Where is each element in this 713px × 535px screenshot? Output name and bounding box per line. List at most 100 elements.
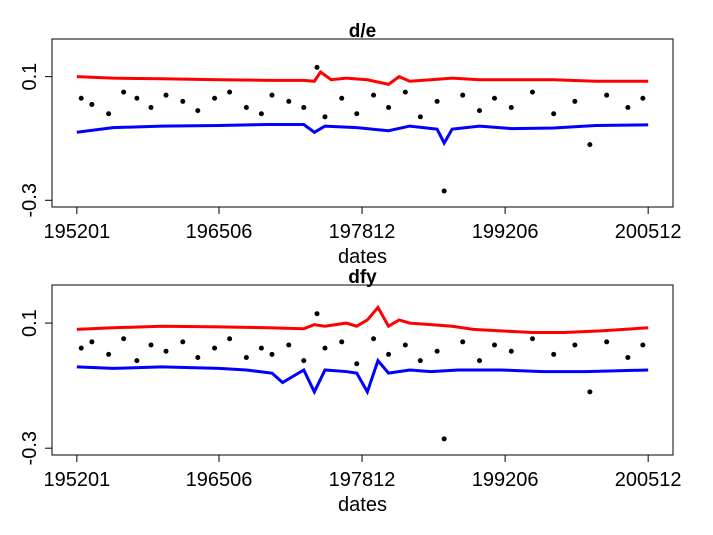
data-point — [314, 64, 320, 70]
data-point — [354, 361, 360, 367]
data-point — [269, 351, 275, 357]
y-tick-label: -0.3 — [19, 431, 41, 465]
data-point — [354, 111, 360, 117]
data-point — [163, 92, 169, 98]
data-point — [508, 348, 514, 354]
data-point — [134, 95, 140, 101]
data-point — [121, 336, 127, 342]
data-point — [587, 389, 593, 395]
series-layer — [76, 64, 649, 194]
data-point — [460, 339, 466, 345]
data-point — [106, 351, 112, 357]
y-tick-label: -0.3 — [19, 183, 41, 217]
data-point — [386, 351, 392, 357]
data-point — [604, 339, 610, 345]
data-point — [134, 358, 140, 364]
chart-title: dfy — [348, 267, 377, 288]
data-point — [301, 105, 307, 111]
data-point — [269, 92, 275, 98]
data-point — [212, 95, 218, 101]
data-point — [258, 111, 264, 117]
x-tick-label: 196506 — [186, 469, 253, 491]
data-point — [286, 342, 292, 348]
x-tick-label: 200512 — [615, 221, 682, 243]
data-point — [243, 105, 249, 111]
data-point — [148, 105, 154, 111]
data-point — [180, 98, 186, 104]
series-layer — [76, 304, 649, 442]
data-point — [572, 98, 578, 104]
data-point — [195, 354, 201, 360]
data-point — [460, 92, 466, 98]
x-tick-label: 199206 — [472, 469, 539, 491]
data-point — [604, 92, 610, 98]
x-axis-label: dates — [338, 246, 387, 268]
panel-dfy: dfy 195201 196506 197812 199206 200512 -0.3 0.… — [19, 267, 682, 516]
data-point — [339, 95, 345, 101]
plot-frame — [51, 284, 674, 456]
data-point — [301, 358, 307, 364]
data-point — [163, 348, 169, 354]
y-tick-label: 0.1 — [19, 309, 41, 337]
data-point — [477, 358, 483, 364]
data-point — [106, 111, 112, 117]
lower-bound-line — [76, 357, 649, 396]
upper-bound-line — [76, 304, 649, 334]
data-point — [89, 339, 95, 345]
data-point — [434, 348, 440, 354]
data-point — [78, 345, 84, 351]
chart-title: d/e — [349, 21, 376, 42]
x-tick-label: 195201 — [43, 221, 110, 243]
y-tick-label: 0.1 — [19, 63, 41, 91]
data-point — [180, 339, 186, 345]
data-point — [339, 339, 345, 345]
data-point — [78, 95, 84, 101]
data-point — [258, 345, 264, 351]
lower-bound-line — [76, 123, 649, 147]
data-point — [508, 105, 514, 111]
data-point — [625, 354, 631, 360]
data-point — [529, 89, 535, 95]
data-point — [148, 342, 154, 348]
data-point — [227, 89, 233, 95]
data-point — [417, 358, 423, 364]
data-point — [640, 95, 646, 101]
x-tick-label: 197812 — [329, 221, 396, 243]
data-point — [441, 436, 447, 442]
x-tick-label: 196506 — [186, 221, 253, 243]
data-point — [322, 345, 328, 351]
x-tick-label: 200512 — [615, 469, 682, 491]
data-point — [492, 342, 498, 348]
data-point — [386, 105, 392, 111]
data-point — [121, 89, 127, 95]
data-point — [587, 142, 593, 148]
x-tick-label: 199206 — [472, 221, 539, 243]
data-point — [477, 108, 483, 114]
data-point — [195, 108, 201, 114]
data-point — [89, 101, 95, 107]
data-point — [322, 114, 328, 120]
data-point — [402, 89, 408, 95]
axis-layer: 195201 196506 197812 199206 200512 -0.3 0.1 — [19, 63, 682, 243]
data-point — [625, 105, 631, 111]
data-point — [371, 336, 377, 342]
data-point — [371, 92, 377, 98]
x-tick-label: 197812 — [329, 469, 396, 491]
data-point — [640, 342, 646, 348]
data-point — [286, 98, 292, 104]
upper-bound-line — [76, 69, 649, 86]
data-point — [572, 342, 578, 348]
data-point — [551, 111, 557, 117]
data-point — [551, 351, 557, 357]
data-point — [529, 336, 535, 342]
data-point — [434, 98, 440, 104]
data-point — [492, 95, 498, 101]
data-point — [243, 354, 249, 360]
data-point — [314, 311, 320, 317]
plot-frame — [51, 38, 674, 208]
data-point — [402, 342, 408, 348]
axis-layer: 195201 196506 197812 199206 200512 -0.3 0.1 — [19, 309, 682, 491]
x-axis-label: dates — [338, 494, 387, 516]
data-point — [441, 188, 447, 194]
